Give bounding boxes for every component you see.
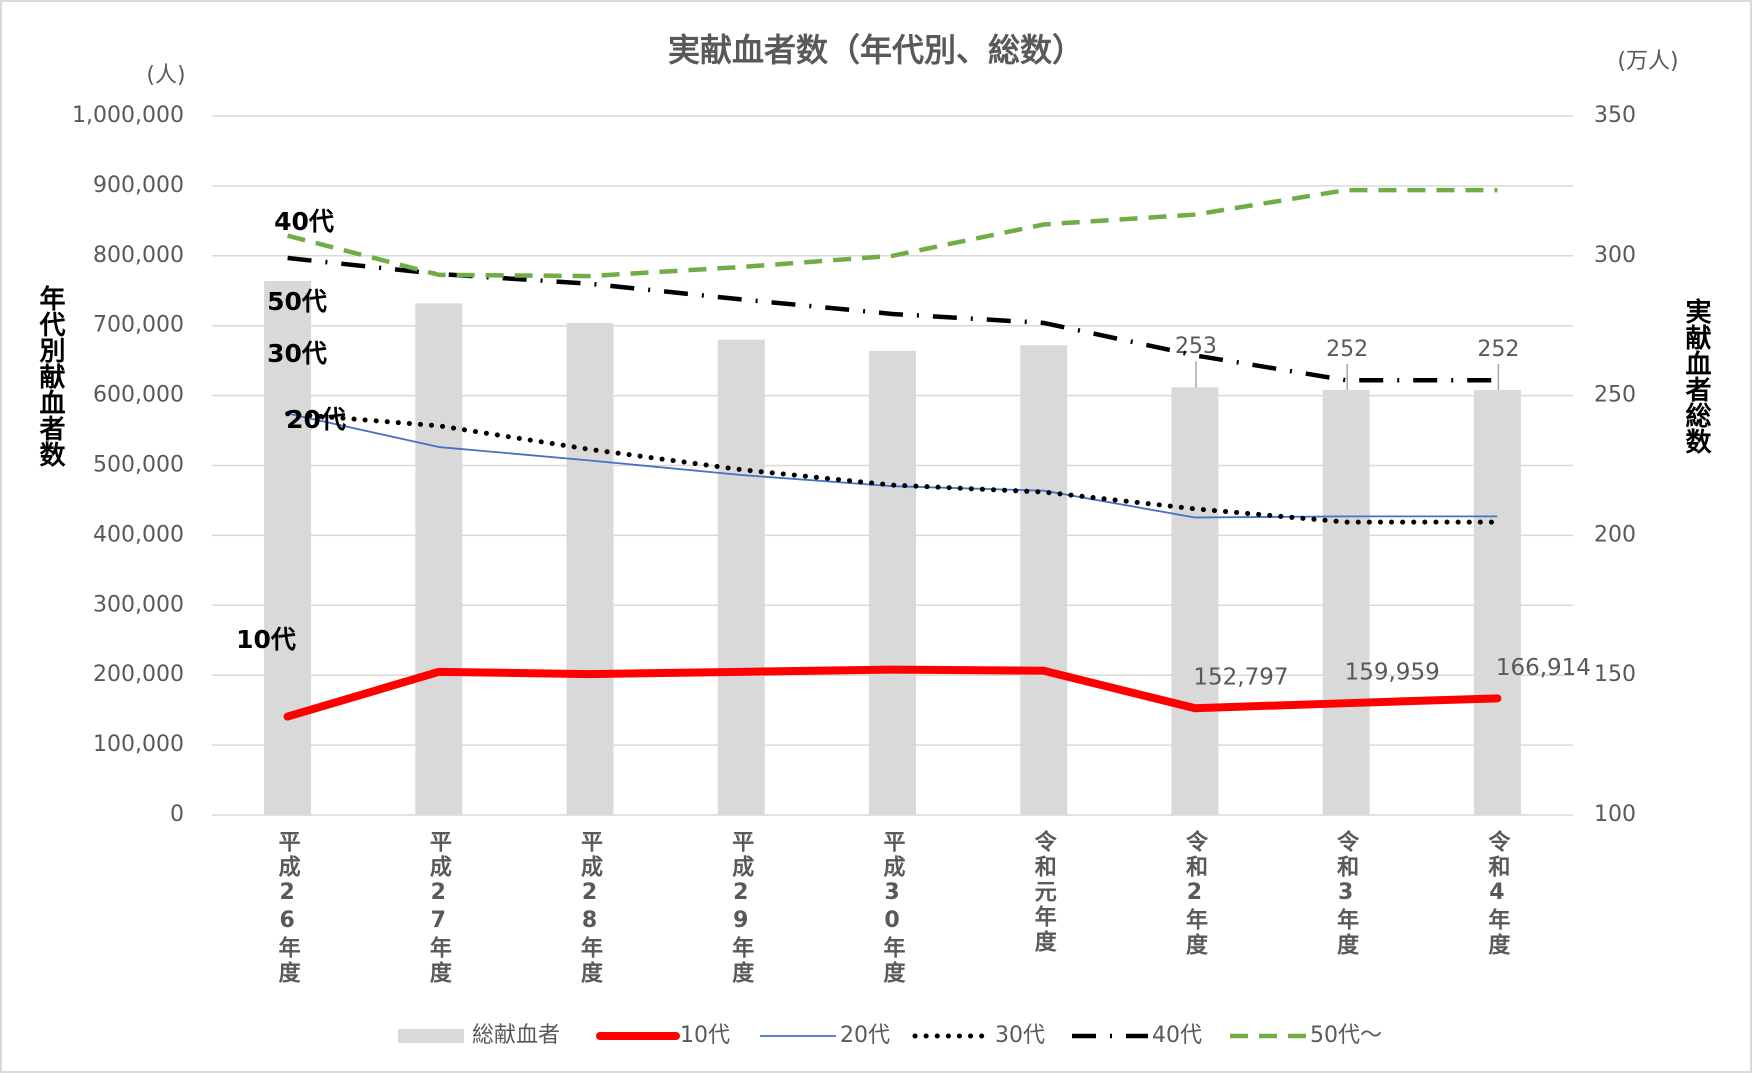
data-label: 159,959	[1345, 660, 1440, 686]
y2-tick-label: 100	[1594, 802, 1636, 827]
chart-title: 実献血者数（年代別、総数）	[668, 31, 1084, 69]
x-tick-label: 平成27年度	[425, 830, 451, 986]
legend-label: 総献血者	[472, 1023, 560, 1048]
bar	[415, 303, 463, 815]
x-tick-label: 平成29年度	[728, 830, 754, 986]
y2-unit: (万人)	[1617, 49, 1678, 74]
legend-item: 50代～	[1230, 1023, 1382, 1048]
data-label: 152,797	[1193, 665, 1288, 691]
bar	[1020, 345, 1068, 815]
series-annotation: 20代	[286, 405, 346, 434]
y2-tick-label: 350	[1594, 103, 1636, 128]
x-tick-label: 平成28年度	[577, 830, 603, 986]
series-annotation: 10代	[236, 625, 296, 654]
y-tick-label: 800,000	[93, 243, 184, 268]
legend-label: 50代～	[1310, 1023, 1382, 1048]
line	[283, 665, 1502, 721]
bar	[717, 339, 765, 815]
y-tick-label: 500,000	[93, 453, 184, 478]
y-tick-label: 1,000,000	[72, 103, 184, 128]
y-tick-label: 700,000	[93, 313, 184, 338]
y2-tick-label: 200	[1594, 522, 1636, 547]
bar	[1171, 387, 1219, 815]
line	[287, 255, 1498, 383]
bar	[566, 322, 614, 815]
y-tick-label: 200,000	[93, 662, 184, 687]
bar	[1473, 390, 1521, 815]
series-annotation: 50代	[267, 287, 327, 316]
data-label: 252	[1477, 337, 1519, 362]
x-tick-label: 令和元年度	[1030, 830, 1056, 955]
y2-tick-label: 300	[1594, 243, 1636, 268]
legend-label: 10代	[680, 1023, 730, 1048]
legend-item: 40代	[1072, 1023, 1202, 1048]
line	[287, 187, 1498, 279]
y-tick-label: 0	[170, 802, 184, 827]
bar	[869, 350, 916, 815]
x-tick-label: 令和2年度	[1181, 830, 1207, 958]
legend-swatch	[398, 1029, 464, 1043]
y-tick-label: 400,000	[93, 522, 184, 547]
legend-label: 30代	[995, 1023, 1045, 1048]
series-annotation: 30代	[267, 339, 327, 368]
x-tick-label: 平成26年度	[274, 830, 300, 986]
bar	[264, 280, 312, 815]
bar	[1322, 390, 1370, 815]
y2-tick-label: 250	[1594, 383, 1636, 408]
y-tick-label: 300,000	[93, 592, 184, 617]
y-tick-label: 900,000	[93, 173, 184, 198]
legend-item: 総献血者	[398, 1023, 560, 1048]
y2-tick-label: 150	[1594, 662, 1636, 687]
x-tick-label: 平成30年度	[879, 830, 905, 986]
line	[285, 411, 1500, 525]
data-label: 166,914	[1496, 655, 1591, 681]
legend-label: 20代	[840, 1023, 890, 1048]
y-unit: (人)	[146, 63, 185, 88]
y-axis-title: 年代別献血者数	[35, 285, 65, 467]
x-tick-label: 令和3年度	[1333, 830, 1359, 958]
x-tick-label: 令和4年度	[1484, 830, 1510, 958]
data-label: 253	[1175, 334, 1217, 359]
y-tick-label: 100,000	[93, 732, 184, 757]
legend-item: 20代	[760, 1023, 890, 1048]
legend-item: 10代	[596, 1023, 730, 1048]
series-annotation: 40代	[274, 207, 334, 236]
data-label: 252	[1326, 337, 1368, 362]
legend-item: 30代	[912, 1023, 1045, 1048]
legend-label: 40代	[1152, 1023, 1202, 1048]
y-tick-label: 600,000	[93, 383, 184, 408]
y2-axis-title: 実献血者総数	[1681, 298, 1711, 454]
